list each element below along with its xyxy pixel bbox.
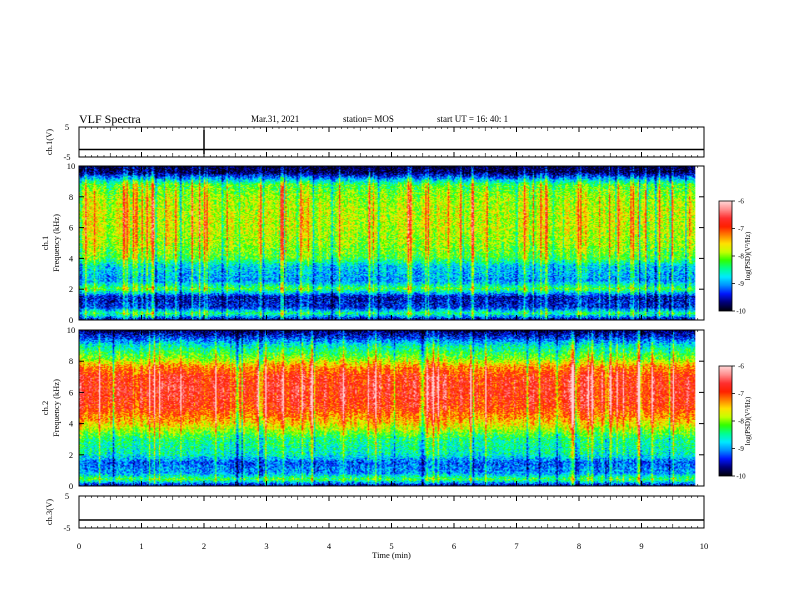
ch2-ytick-label: 8 [69,356,73,366]
ch3-ylabel: ch.3(V) [44,499,54,525]
x-tick-label: 3 [264,541,268,551]
ch2-ytick-label: 2 [69,450,73,460]
ch2-ytick-label: 6 [69,387,73,397]
ch2-colorbar-tick-label: -10 [736,473,746,481]
ch1-ytick-label: 4 [69,253,74,263]
ch1-colorbar-tick-label: -8 [738,253,744,261]
x-tick-label: 1 [139,541,143,551]
ch2-ytick-label: 4 [69,419,74,429]
ch1-ylabel: ch.1(V) [44,129,54,155]
ch1-ytick-label: 6 [69,223,73,233]
ch2-colorbar-tick-label: -8 [738,418,744,426]
ch1-ytick-label: -5 [63,152,70,162]
date-label: Mar.31, 2021 [251,114,299,124]
ch3-ytick-label: -5 [63,523,70,533]
ch1-frequency-label: Frequency (kHz) [51,214,61,272]
x-tick-label: 0 [77,541,81,551]
ch2-colorbar-tick-label: -6 [738,363,744,371]
station-label: station= MOS [343,114,394,124]
ch2-colorbar-image [719,366,732,476]
ch1-colorbar-tick-label: -6 [738,198,744,206]
ch2-colorbar-tick-label: -9 [738,445,744,453]
ch1-channel-label: ch.1 [40,236,50,250]
ch3-ytick-label: 5 [65,491,69,501]
ch1-spectrogram-image [79,166,704,320]
figure-title: VLF Spectra [79,112,141,126]
ch1-colorbar-tick-label: -7 [738,225,744,233]
x-tick-label: 9 [639,541,643,551]
ch1-ytick-label: 5 [65,122,69,132]
ch2-spectrogram-image [79,330,704,486]
ch1-ytick-label: 10 [67,161,76,171]
x-tick-label: 4 [327,541,332,551]
x-tick-label: 6 [452,541,456,551]
ch1-ytick-label: 8 [69,192,73,202]
x-tick-label: 7 [514,541,518,551]
x-tick-label: 2 [202,541,206,551]
x-tick-label: 5 [389,541,393,551]
ch2-ytick-label: 0 [69,481,73,491]
ch2-colorbar-label: log(PSD)(V²/Hz) [744,396,752,445]
ch1-colorbar-image [719,201,732,311]
ch2-frequency-label: Frequency (kHz) [51,379,61,437]
ch1-colorbar-tick-label: -9 [738,280,744,288]
ch2-colorbar-tick-label: -7 [738,390,744,398]
ch1-ytick-label: 2 [69,284,73,294]
ch1-ytick-label: 0 [69,315,73,325]
ch2-channel-label: ch.2 [40,401,50,415]
ch2-ytick-label: 10 [67,325,76,335]
ch1-colorbar-label: log(PSD)(V²/Hz) [744,231,752,280]
x-tick-label: 10 [700,541,709,551]
ch1-colorbar-tick-label: -10 [736,308,746,316]
x-axis-label: Time (min) [372,550,411,560]
x-tick-label: 8 [577,541,581,551]
start-ut-label: start UT = 16: 40: 1 [437,114,508,124]
